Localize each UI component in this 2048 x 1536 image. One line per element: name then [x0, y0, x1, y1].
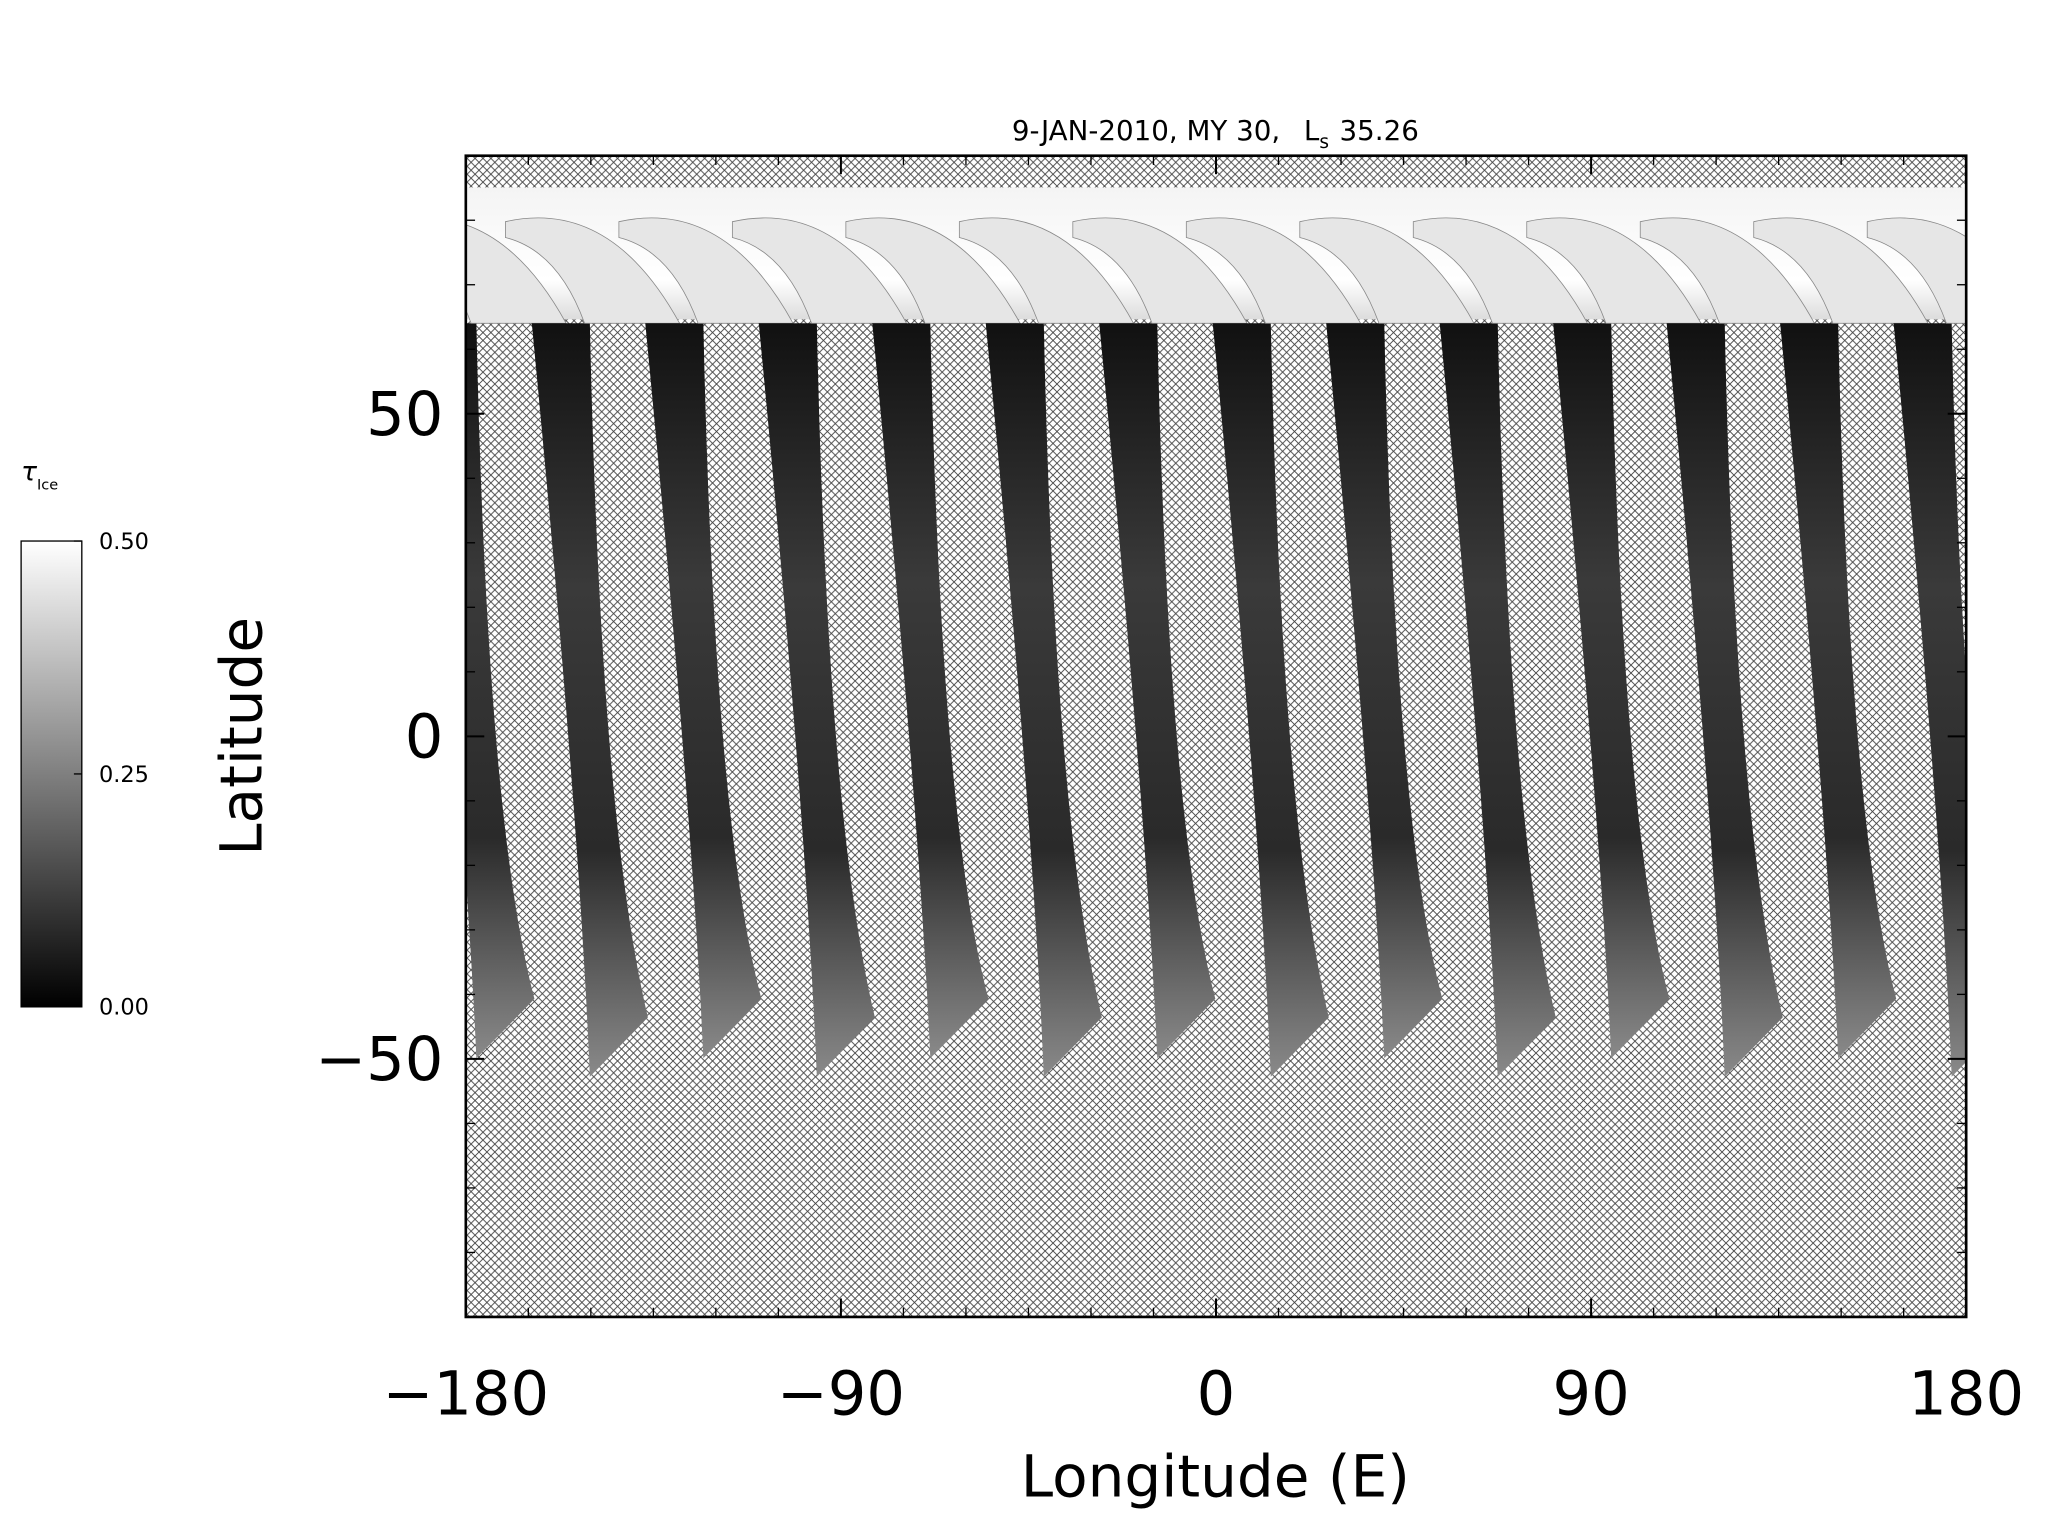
x-tick-label: −180 [382, 1360, 549, 1430]
chart-title: 9-JAN-2010, MY 30, Ls 35.26 [1012, 114, 1419, 153]
swath [1780, 323, 1897, 1059]
cap-lobe [1299, 217, 1475, 324]
cap-lobe [958, 217, 1135, 324]
swath [872, 323, 989, 1059]
cap-lobe [845, 217, 1021, 324]
cap-lobe [618, 217, 794, 324]
cap-lobe [1072, 217, 1248, 324]
colorbar-tick-label: 0.00 [99, 995, 149, 1021]
y-tick-label: −50 [315, 1025, 443, 1095]
colorbar-tick-label: 0.50 [99, 529, 149, 555]
swath [1893, 323, 1967, 1077]
swath [1099, 323, 1216, 1059]
swath [985, 323, 1102, 1077]
cap-lobe [731, 217, 908, 324]
x-tick-label: 180 [1908, 1360, 2024, 1430]
swath [465, 323, 535, 1059]
y-axis-label: Latitude [207, 617, 275, 856]
colorbar [20, 540, 83, 1008]
swath [1326, 323, 1443, 1059]
colorbar-symbol: τ [21, 457, 37, 487]
swath [1439, 323, 1556, 1077]
map-area [465, 155, 1967, 1317]
cap-lobe [1185, 217, 1362, 324]
swath [758, 323, 875, 1077]
swath [1212, 323, 1329, 1077]
y-tick-label: 0 [405, 702, 444, 772]
swath [1553, 323, 1670, 1059]
cap-lobe [1639, 217, 1816, 324]
x-tick-label: −90 [777, 1360, 905, 1430]
ls-value: 35.26 [1340, 114, 1419, 147]
x-tick-label: 0 [1197, 1360, 1236, 1430]
x-axis-label: Longitude (E) [1021, 1442, 1410, 1510]
colorbar-subscript: Ice [37, 478, 58, 494]
cap-lobe [465, 224, 567, 324]
cap-lobe [1412, 217, 1589, 324]
title-text: 9-JAN-2010, MY 30, [1012, 114, 1280, 147]
swath [645, 323, 762, 1059]
swath [1666, 323, 1783, 1077]
x-tick-label: 90 [1552, 1360, 1629, 1430]
y-tick-label: 50 [366, 380, 443, 450]
cap-lobe [505, 217, 681, 324]
cap-lobe [1866, 217, 1967, 324]
swath [531, 323, 648, 1077]
cap-lobe [1526, 217, 1702, 324]
colorbar-label: τIce [21, 457, 58, 493]
cap-lobe [1753, 217, 1929, 324]
colorbar-tick-label: 0.25 [99, 762, 149, 788]
ls-symbol: L [1304, 114, 1320, 147]
ls-subscript: s [1319, 132, 1329, 153]
